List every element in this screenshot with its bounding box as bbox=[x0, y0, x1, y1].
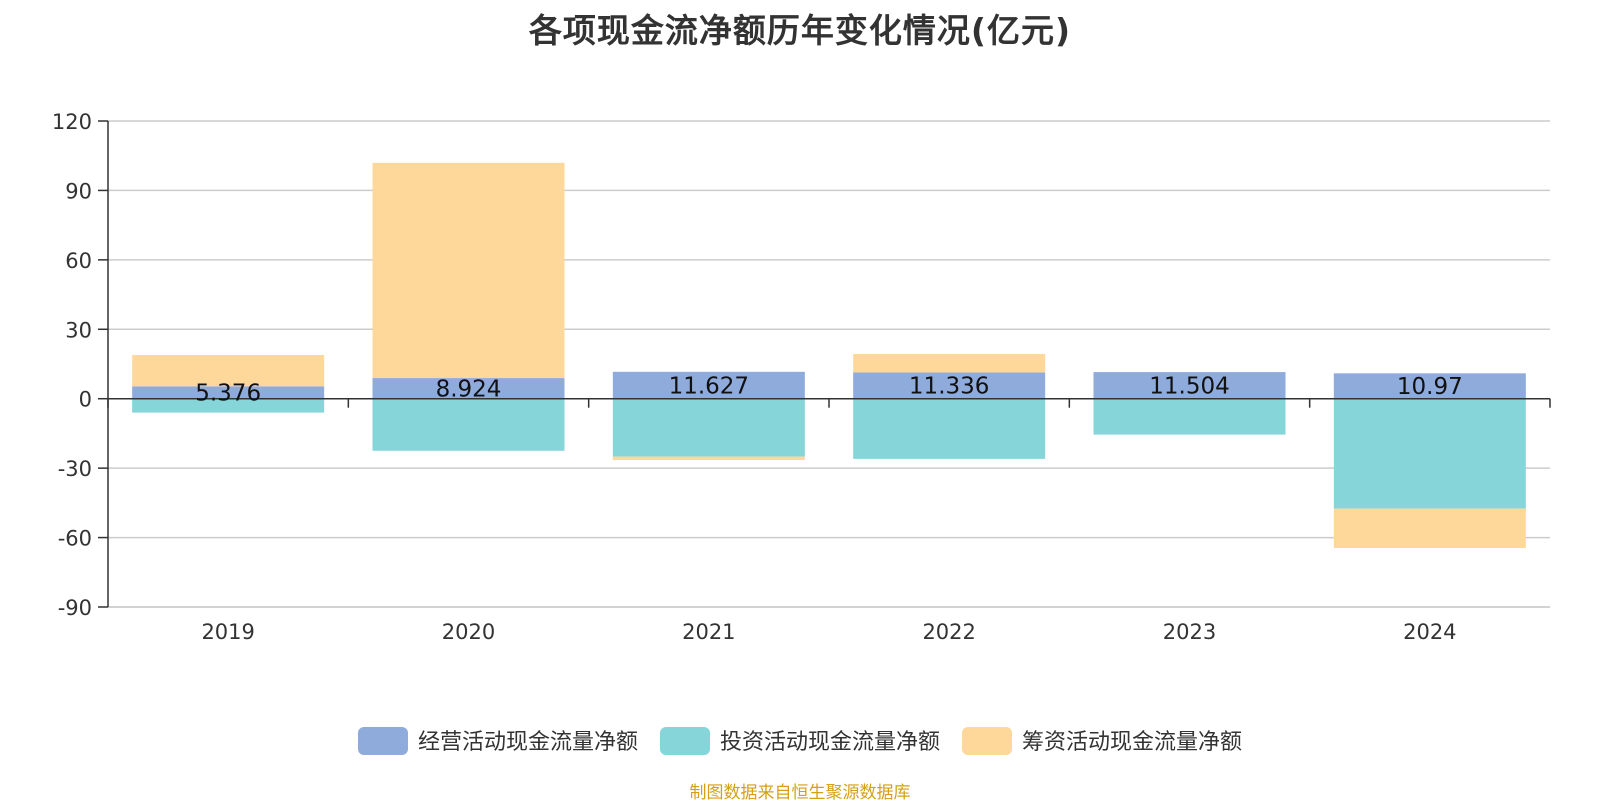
chart-title: 各项现金流净额历年变化情况(亿元) bbox=[528, 11, 1072, 50]
y-tick-label: 90 bbox=[65, 179, 92, 203]
bar-series-0-2021 bbox=[612, 371, 805, 399]
bar-value-label: 10.97 bbox=[1397, 374, 1463, 400]
y-tick-label: 30 bbox=[65, 318, 92, 342]
x-tick-label: 2022 bbox=[922, 620, 975, 644]
bar-series-0-2019 bbox=[132, 386, 325, 399]
data-labels: 5.376 8.924 11.627 11.336 11.504 10.97 bbox=[195, 373, 1463, 406]
legend-swatch bbox=[962, 727, 1013, 755]
bar-series-1-2023 bbox=[1093, 398, 1286, 435]
x-tick-label: 2020 bbox=[442, 620, 495, 644]
bar-value-label: 8.924 bbox=[436, 376, 502, 402]
bar-series-2-2024 bbox=[1333, 508, 1526, 548]
bar-value-label: 11.336 bbox=[909, 374, 989, 400]
bar-series-2-2021 bbox=[612, 456, 805, 461]
bar-series-1-2020 bbox=[372, 398, 565, 451]
legend-item[interactable]: 投资活动现金流量净额 bbox=[659, 727, 940, 755]
bar-series-0-2020 bbox=[372, 378, 565, 399]
legend-label: 投资活动现金流量净额 bbox=[720, 730, 940, 755]
bar-series-0-2024 bbox=[1333, 373, 1526, 399]
bar-value-label: 11.504 bbox=[1149, 373, 1229, 399]
bar-series-0-2022 bbox=[853, 372, 1046, 399]
x-tick-label: 2021 bbox=[682, 620, 735, 644]
legend-swatch bbox=[357, 727, 408, 755]
bars bbox=[132, 162, 1526, 548]
stacked-bar-chart: 120 90 60 30 0 -30 -60 -90 2019 2020 2021 2022 2023 2… bbox=[52, 110, 1551, 755]
axes: 120 90 60 30 0 -30 -60 -90 2019 2020 2021 2022 2023 2… bbox=[52, 110, 1551, 644]
source-note: 制图数据来自恒生聚源数据库 bbox=[689, 783, 911, 803]
y-tick-label: -90 bbox=[58, 596, 92, 620]
bar-series-1-2024 bbox=[1333, 398, 1526, 509]
bar-series-2-2022 bbox=[853, 353, 1046, 373]
y-tick-label: 60 bbox=[65, 249, 92, 273]
legend-item[interactable]: 筹资活动现金流量净额 bbox=[962, 727, 1242, 755]
x-tick-label: 2024 bbox=[1403, 620, 1456, 644]
x-tick-label: 2019 bbox=[201, 620, 254, 644]
grid-lines bbox=[108, 120, 1550, 608]
y-tick-label: 120 bbox=[52, 110, 92, 134]
legend-item[interactable]: 经营活动现金流量净额 bbox=[357, 727, 638, 755]
bar-series-2-2019 bbox=[132, 355, 325, 387]
y-tick-label: -30 bbox=[58, 457, 92, 481]
legend-label: 筹资活动现金流量净额 bbox=[1022, 730, 1242, 755]
bar-series-0-2023 bbox=[1093, 372, 1286, 399]
bar-series-1-2022 bbox=[853, 398, 1046, 459]
bar-value-label: 5.376 bbox=[195, 380, 261, 406]
bar-value-label: 11.627 bbox=[669, 373, 749, 399]
legend-swatch bbox=[659, 727, 710, 755]
y-tick-label: -60 bbox=[58, 527, 92, 551]
bar-series-2-2020 bbox=[372, 162, 565, 379]
y-tick-label: 0 bbox=[79, 388, 92, 412]
legend-label: 经营活动现金流量净额 bbox=[418, 730, 638, 755]
x-tick-label: 2023 bbox=[1163, 620, 1216, 644]
legend: 经营活动现金流量净额 投资活动现金流量净额 筹资活动现金流量净额 bbox=[357, 727, 1242, 755]
bar-series-1-2019 bbox=[132, 398, 325, 413]
bar-series-1-2021 bbox=[612, 398, 805, 457]
